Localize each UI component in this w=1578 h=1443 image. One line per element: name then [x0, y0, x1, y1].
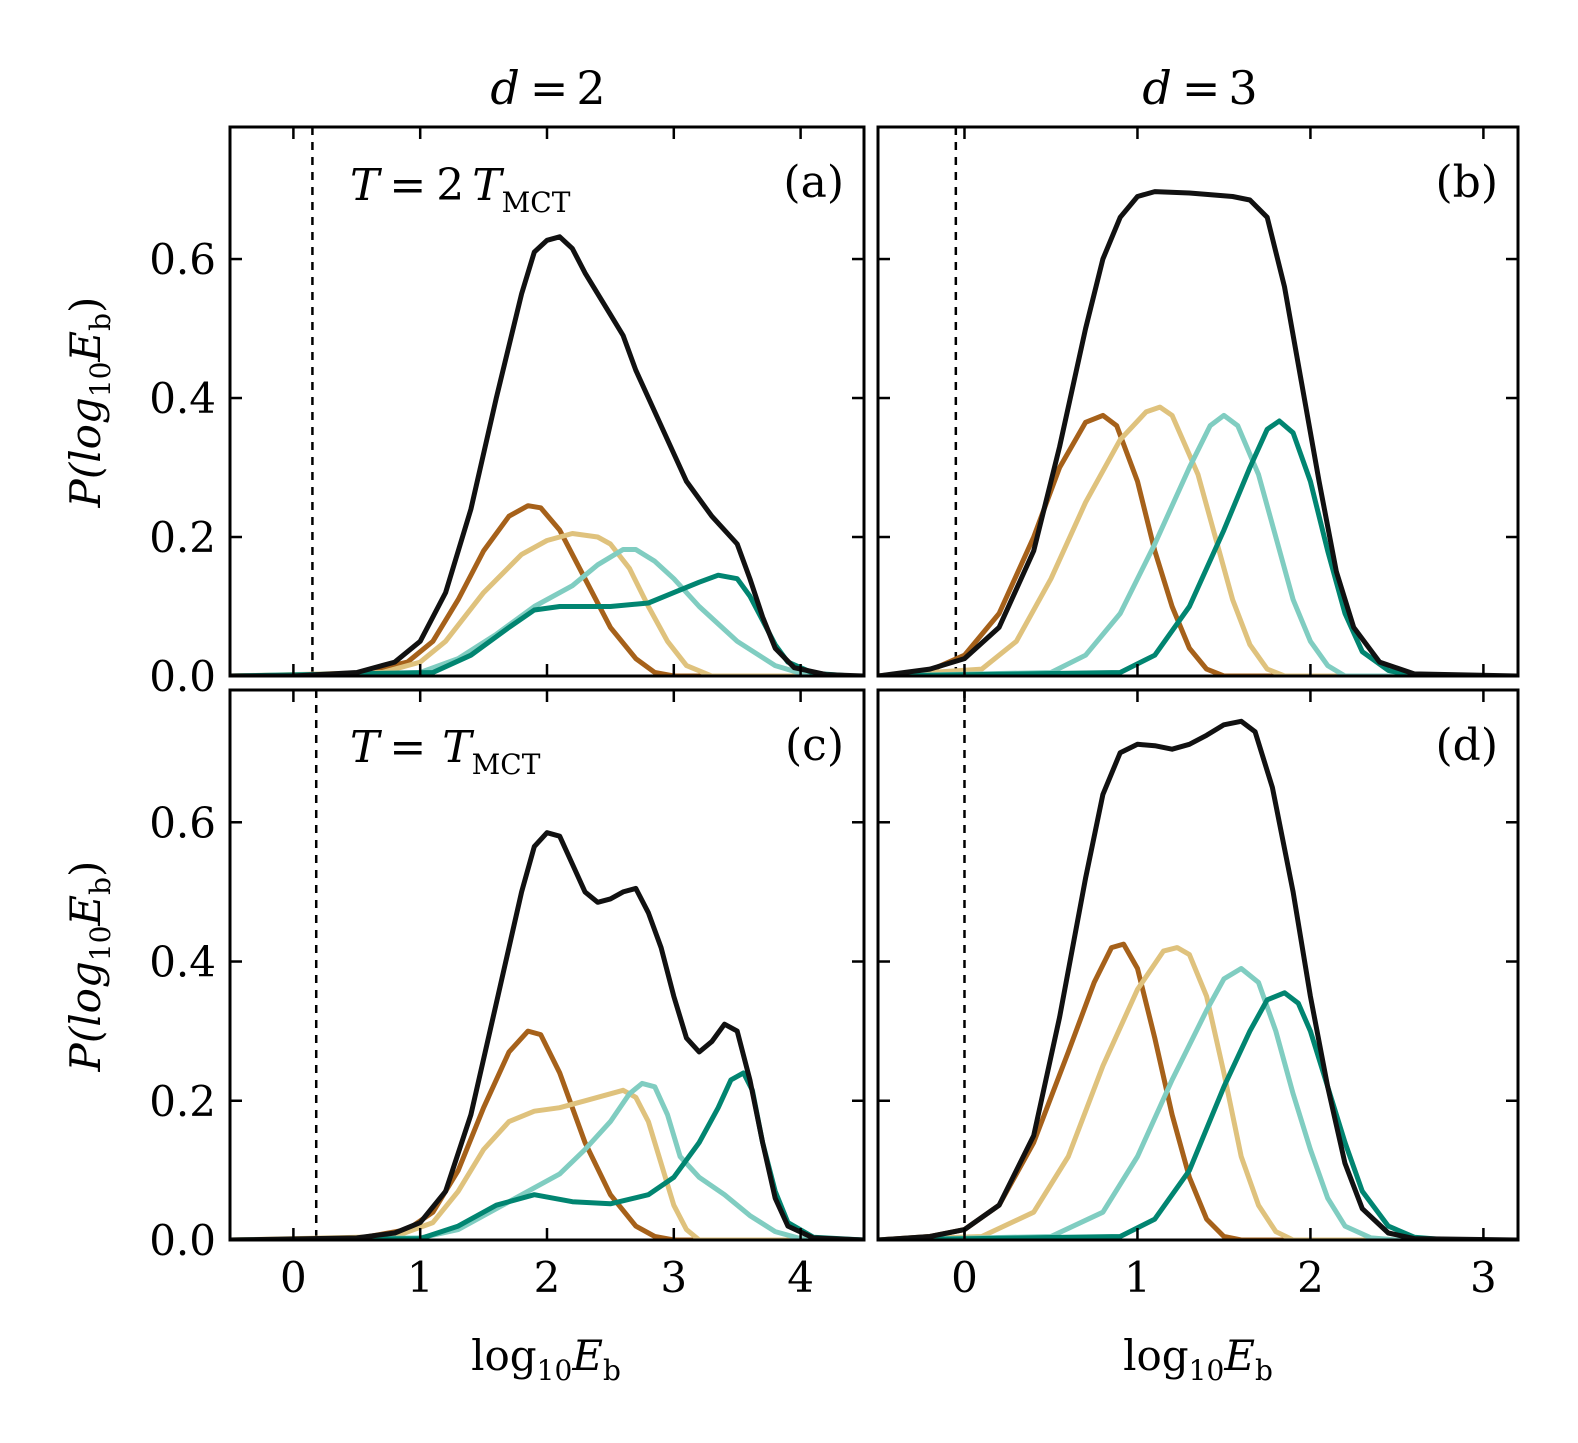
series-line-s1	[878, 412, 1518, 676]
y-tick-label: 0.6	[149, 798, 216, 847]
plot-area	[230, 127, 864, 676]
x-axis-label-left: log10Eb	[471, 1331, 621, 1387]
series-line-s3	[230, 547, 864, 676]
x-axis-label-right: log10Eb	[1123, 1331, 1273, 1387]
y-tick-label: 0.4	[149, 938, 216, 987]
panel-d: 0 1 2 3 (d)	[876, 688, 1520, 1302]
panel-frame	[876, 125, 1520, 678]
panel-b: (b)	[876, 125, 1520, 678]
series-line-s3	[878, 966, 1518, 1240]
series-line-s4	[878, 990, 1518, 1240]
panel-tag: (b)	[1436, 157, 1499, 208]
y-tick-label: 0.0	[149, 652, 216, 701]
plot-area	[230, 690, 864, 1240]
series-line-total	[878, 718, 1518, 1240]
series-line-s3	[878, 412, 1518, 676]
x-tick-label: 2	[1297, 1253, 1324, 1302]
y-tick-label: 0.0	[149, 1216, 216, 1265]
panel-a: 0.0 0.2 0.4 0.6 (a)	[149, 125, 866, 701]
y-tick-label: 0.2	[149, 513, 216, 562]
series-line-total	[230, 830, 864, 1240]
series-line-s3	[230, 1080, 864, 1240]
panel-tag: (a)	[783, 157, 844, 208]
panel-c: 0 1 2 3 4 0.0 0.2 0.4 0.6 (c)	[149, 688, 866, 1302]
y-axis-label-bottom: P(log10Eb)	[61, 861, 117, 1073]
temperature-label-c: T = TMCT	[350, 722, 541, 781]
y-axis-label-top: P(log10Eb)	[61, 297, 117, 509]
series-line-s2	[230, 531, 864, 676]
series-line-s1	[230, 503, 864, 676]
series-line-total	[878, 189, 1518, 676]
x-tick-label: 0	[280, 1253, 307, 1302]
series-line-s4	[878, 418, 1518, 676]
panel-tag: (c)	[785, 720, 844, 771]
series-line-total	[230, 234, 864, 676]
x-tick-label: 4	[787, 1253, 814, 1302]
y-tick-label: 0.2	[149, 1077, 216, 1126]
temperature-label-a: T = 2 TMCT	[350, 160, 571, 219]
x-tick-label: 1	[407, 1253, 434, 1302]
y-tick-label: 0.6	[149, 235, 216, 284]
plot-area	[878, 127, 1518, 676]
x-tick-label: 2	[534, 1253, 561, 1302]
x-tick-label: 3	[1470, 1253, 1497, 1302]
series-line-s1	[878, 941, 1518, 1240]
x-tick-label: 1	[1124, 1253, 1151, 1302]
column-title-d2: d = 2	[490, 61, 605, 115]
panel-tag: (d)	[1436, 720, 1499, 771]
series-line-s1	[230, 1028, 864, 1240]
x-tick-label: 0	[951, 1253, 978, 1302]
plot-area	[878, 690, 1518, 1240]
y-tick-label: 0.4	[149, 374, 216, 423]
series-line-s2	[878, 404, 1518, 676]
series-line-s2	[878, 945, 1518, 1240]
panel-frame	[876, 688, 1520, 1242]
series-line-s2	[230, 1087, 864, 1240]
x-tick-label: 3	[660, 1253, 687, 1302]
column-title-d3: d = 3	[1142, 61, 1257, 115]
series-line-s4	[230, 1070, 864, 1240]
